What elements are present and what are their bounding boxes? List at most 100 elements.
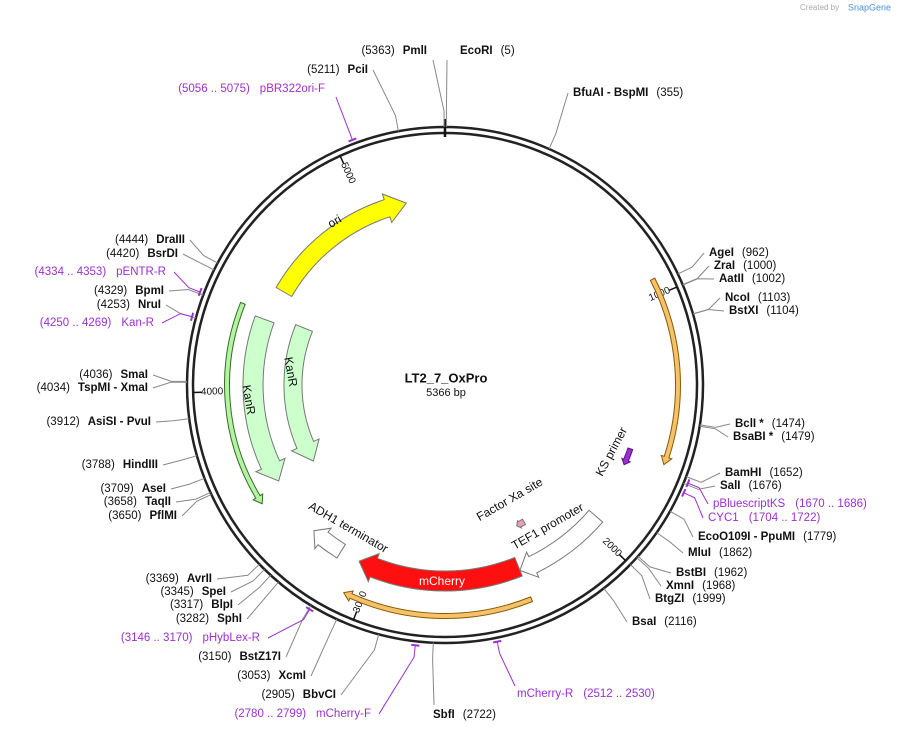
site-leader xyxy=(683,482,716,490)
site-leader xyxy=(677,252,705,275)
site-label: (3369) AvrII xyxy=(146,573,212,585)
watermark-prefix: Created by xyxy=(800,3,839,12)
label-first: (3650) xyxy=(108,510,141,522)
label-first: (4253) xyxy=(97,299,130,311)
primer-site xyxy=(492,639,502,644)
label-first: XmnI xyxy=(666,580,694,592)
site-label: BamHI (1652) xyxy=(725,467,803,479)
label-second: (2116) xyxy=(664,616,697,628)
label-second: BlpI xyxy=(211,599,233,611)
site-leader xyxy=(310,618,338,677)
label-second: SphI xyxy=(217,613,242,625)
primer-label: pBluescriptKS (1670 .. 1686) xyxy=(713,498,867,510)
site-leader xyxy=(285,605,312,658)
label-first: SbfI xyxy=(433,709,455,721)
site-label: (3317) BlpI xyxy=(170,599,233,611)
site-leader xyxy=(155,418,190,423)
plasmid-length: 5366 bp xyxy=(426,387,466,399)
label-first: AatII xyxy=(719,273,744,285)
plasmid-name: LT2_7_OxPro xyxy=(405,370,488,385)
label-second: (1104) xyxy=(766,305,799,317)
label-first: SalI xyxy=(720,480,740,492)
label-first: BsaBI * xyxy=(733,431,774,443)
label-first: (3369) xyxy=(146,573,179,585)
label-second: (1999) xyxy=(692,593,725,605)
label-first: (5211) xyxy=(307,64,340,76)
label-second: AseI xyxy=(142,483,166,495)
primer-leader xyxy=(687,482,709,505)
site-leader xyxy=(699,425,729,438)
feature-ori xyxy=(275,193,408,298)
site-label: (3650) PflMI xyxy=(108,510,177,522)
label-second: (355) xyxy=(656,87,683,99)
primer-site xyxy=(197,287,203,297)
label-second: HindIII xyxy=(123,459,158,471)
primer-leader xyxy=(267,609,311,639)
site-label: (5363) PmlI xyxy=(361,45,427,57)
feature-adh1 xyxy=(313,527,347,559)
label-first: BstBI xyxy=(676,567,706,579)
label-second: (5) xyxy=(501,45,515,57)
label-second: BstZ17I xyxy=(239,651,281,663)
label-first: BclI * xyxy=(735,418,764,430)
site-leader xyxy=(230,568,265,593)
label-first: (3658) xyxy=(104,496,137,508)
site-leader xyxy=(699,423,731,428)
primer-site xyxy=(190,312,195,321)
label-first: BfuAI - BspMI xyxy=(573,87,648,99)
primer-label: CYC1 (1704 .. 1722) xyxy=(708,512,820,524)
site-label: (4420) BsrDI xyxy=(106,248,178,260)
site-label: (3658) TaqII xyxy=(104,496,171,508)
feature-kanr xyxy=(242,315,286,482)
label-first: BsaI xyxy=(632,616,656,628)
primer-label: mCherry-R (2512 .. 2530) xyxy=(517,688,655,700)
site-label: (3053) XcmI xyxy=(237,670,306,682)
ring-tick xyxy=(618,553,627,562)
label-first: (4420) xyxy=(106,248,139,260)
site-leader xyxy=(152,374,188,382)
primer-leader xyxy=(496,641,516,687)
feature-factor-xa xyxy=(516,518,527,529)
site-label: (3282) SphI xyxy=(176,613,242,625)
label-first: (3345) xyxy=(160,586,193,598)
feature-label: KS primer xyxy=(593,425,630,479)
site-label: (4329) BpmI xyxy=(94,285,164,297)
site-leader xyxy=(162,455,198,466)
site-label: (3345) SpeI xyxy=(160,586,226,598)
site-label: EcoO109I - PpuMI (1779) xyxy=(698,531,837,543)
feature-label: Factor Xa site xyxy=(474,475,545,524)
label-second: BsrDI xyxy=(147,248,178,260)
feature-tef1 xyxy=(519,509,604,579)
site-label: ZraI (1000) xyxy=(714,260,777,272)
site-label: BstXI (1104) xyxy=(729,305,799,317)
label-second: AsiSI - PvuI xyxy=(88,416,151,428)
label-first: (2905) xyxy=(262,689,295,701)
site-leader xyxy=(168,288,204,296)
site-leader xyxy=(175,491,211,503)
label-second: PciI xyxy=(348,64,368,76)
feature-mcherry xyxy=(358,552,523,592)
site-leader xyxy=(152,381,188,389)
ring-tick xyxy=(668,286,678,292)
site-label: BsaI (2116) xyxy=(632,616,697,628)
label-second: DraIII xyxy=(156,234,185,246)
label-second: BpmI xyxy=(135,285,164,297)
site-leader xyxy=(603,587,628,623)
label-first: (3146 .. 3170) xyxy=(121,632,193,644)
label-first: (4444) xyxy=(115,234,148,246)
feature-label: ori xyxy=(325,212,344,231)
label-first: (3788) xyxy=(82,459,115,471)
label-first: (3053) xyxy=(237,670,270,682)
label-second: (1000) xyxy=(743,260,776,272)
site-leader xyxy=(246,581,279,620)
feature-orange-arc xyxy=(342,590,534,619)
label-second: XcmI xyxy=(279,670,307,682)
label-second: NruI xyxy=(138,299,161,311)
primer-label: (4250 .. 4269) Kan-R xyxy=(40,317,154,329)
label-first: (5363) xyxy=(361,45,394,57)
label-first: (3912) xyxy=(46,416,79,428)
primer-label: (5056 .. 5075) pBR322ori-F xyxy=(178,83,325,95)
site-label: MluI (1862) xyxy=(688,547,752,559)
label-second: SmaI xyxy=(121,369,149,381)
